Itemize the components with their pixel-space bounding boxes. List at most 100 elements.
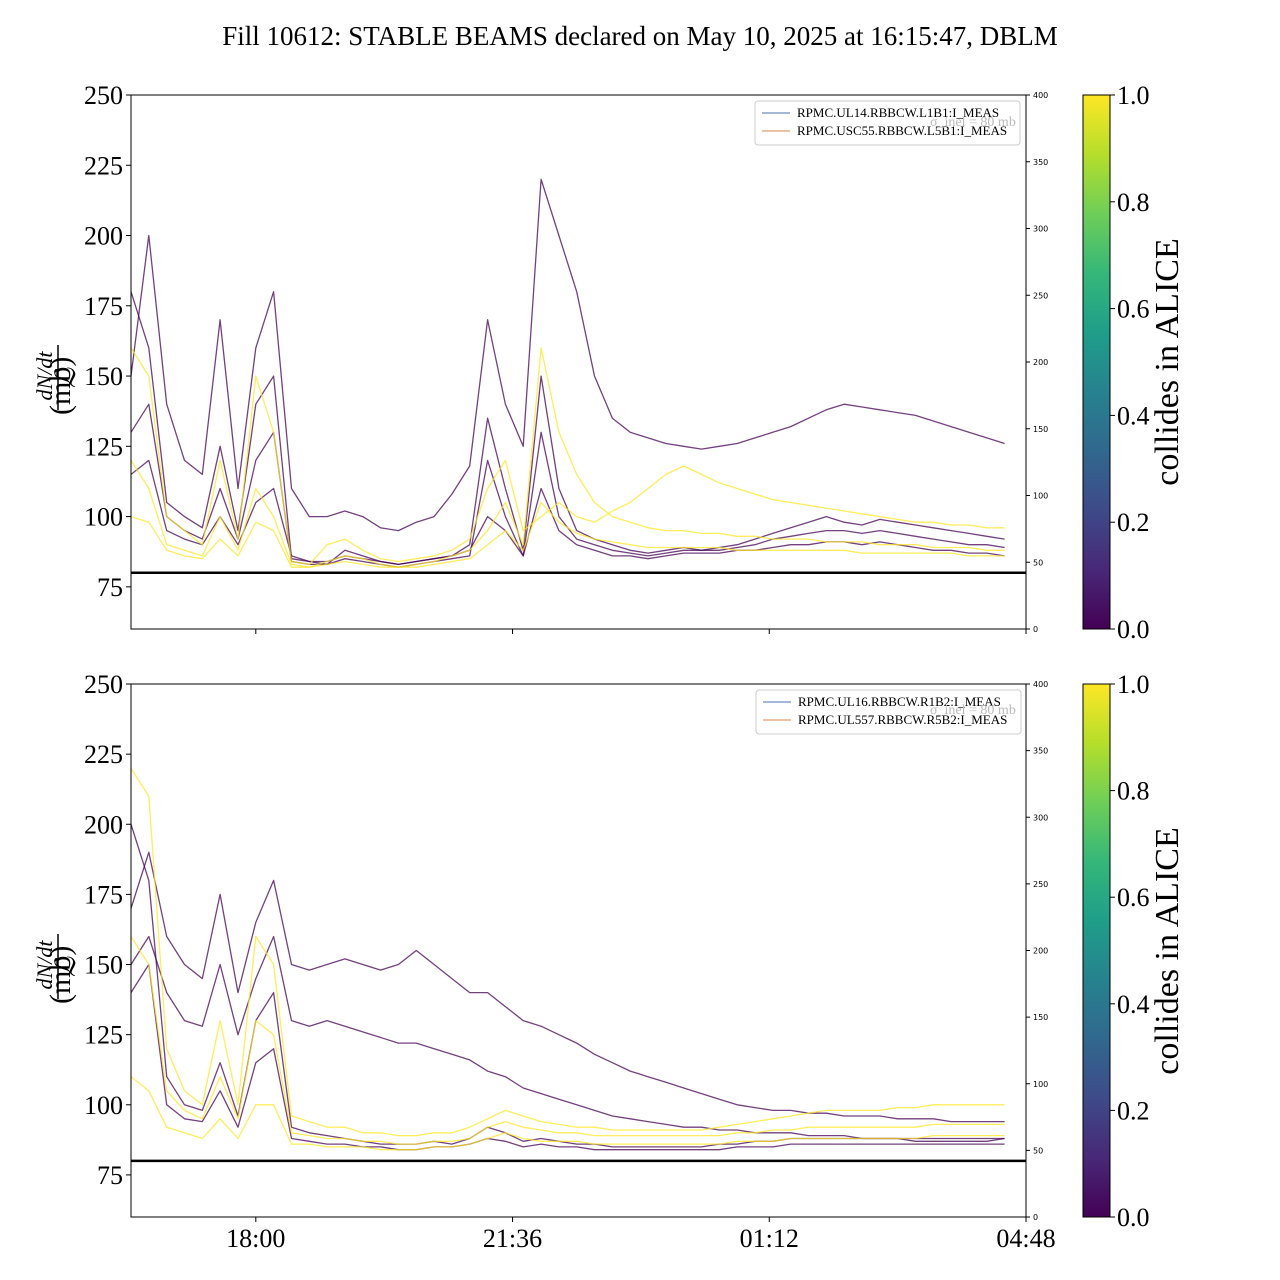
bot-xtick-label-2: 01:12 [740, 1224, 799, 1253]
bottom-colorbar: 0.0 0.2 0.4 0.6 0.8 1.0 collides in ALICE [1082, 670, 1186, 1232]
bottom-y-axis: 75 100 125 150 175 200 225 250 [84, 670, 131, 1190]
chart-title: Fill 10612: STABLE BEAMS declared on May… [222, 21, 1058, 51]
bot-ytick-label-0: 75 [97, 1161, 123, 1190]
bot-ytick-label-3: 150 [84, 951, 123, 980]
bot-series-line-4 [131, 767, 1005, 1137]
top-panel: 75 100 125 150 175 200 225 250 0 50 100 150 200 250 3… [32, 81, 1048, 634]
top-rtick-label-8: 400 [1033, 91, 1048, 100]
bot-cbtick-label-2: 0.4 [1117, 990, 1150, 1019]
top-y-axis-label: (mb) dN/dt ℒ [32, 345, 82, 415]
top-secondary-axis: 0 50 100 150 200 250 300 350 400 [1026, 91, 1048, 634]
bot-series-line-6 [131, 1076, 1005, 1151]
bottom-panel: 75 100 125 150 175 200 225 250 0 50 100 150 200 250 3… [32, 670, 1056, 1253]
bot-rtick-label-4: 200 [1033, 947, 1048, 956]
top-ylabel-unit: (mb) [44, 357, 77, 415]
bot-xtick-label-3: 04:48 [996, 1224, 1055, 1253]
top-cbtick-label-0: 0.0 [1117, 615, 1150, 644]
bot-cbtick-label-1: 0.2 [1117, 1096, 1150, 1125]
top-rtick-label-6: 300 [1033, 225, 1048, 234]
top-colorbar-label: collides in ALICE [1149, 238, 1186, 485]
top-cbtick-label-1: 0.2 [1117, 508, 1150, 537]
top-series-line-5 [131, 347, 1005, 568]
bot-rtick-label-5: 250 [1033, 880, 1048, 889]
top-cbtick-label-4: 0.8 [1117, 188, 1150, 217]
bot-ytick-label-1: 100 [84, 1091, 123, 1120]
top-rtick-label-3: 150 [1033, 425, 1048, 434]
bot-cbtick-label-4: 0.8 [1117, 777, 1150, 806]
bot-rtick-label-7: 350 [1033, 747, 1048, 756]
top-ytick-label-7: 250 [84, 81, 123, 110]
top-rtick-label-1: 50 [1033, 558, 1043, 567]
top-series-line-2 [131, 459, 1005, 566]
top-series-line-3 [131, 178, 1005, 532]
bottom-legend: RPMC.UL16.RBBCW.R1B2:I_MEAS RPMC.UL557.R… [755, 689, 1022, 735]
top-colorbar-gradient [1082, 94, 1111, 630]
bot-ytick-label-5: 200 [84, 810, 123, 839]
bot-cbtick-label-5: 1.0 [1117, 670, 1150, 699]
bot-cbtick-label-0: 0.0 [1117, 1203, 1150, 1232]
top-series-line-4 [131, 347, 1005, 566]
bottom-colorbar-label: collides in ALICE [1149, 827, 1186, 1074]
bottom-ylabel-unit: (mb) [44, 946, 77, 1004]
top-rtick-label-7: 350 [1033, 158, 1048, 167]
top-cbtick-label-2: 0.4 [1117, 401, 1150, 430]
bot-rtick-label-0: 0 [1033, 1213, 1038, 1222]
bot-series-line-5 [131, 936, 1005, 1145]
top-legend: RPMC.UL14.RBBCW.L1B1:I_MEAS RPMC.USC55.R… [754, 100, 1021, 146]
bottom-legend-entry-1: RPMC.UL16.RBBCW.R1B2:I_MEAS [798, 694, 1001, 709]
top-ytick-label-3: 150 [84, 362, 123, 391]
bot-series-line-0 [131, 824, 1005, 1148]
bot-rtick-label-2: 100 [1033, 1080, 1048, 1089]
top-series-line-0 [131, 291, 1005, 566]
top-colorbar: 0.0 0.2 0.4 0.6 0.8 1.0 collides in ALICE [1082, 81, 1186, 644]
top-cbtick-label-3: 0.6 [1117, 295, 1150, 324]
top-threshold-annotation: σ_inel = 80 mb [930, 115, 1016, 130]
bot-rtick-label-1: 50 [1033, 1146, 1043, 1155]
bot-ytick-label-7: 250 [84, 670, 123, 699]
top-rtick-label-0: 0 [1033, 625, 1038, 634]
bottom-legend-box [755, 689, 1022, 735]
bot-ytick-label-4: 175 [84, 880, 123, 909]
top-ytick-label-2: 125 [84, 432, 123, 461]
bot-rtick-label-6: 300 [1033, 813, 1048, 822]
bottom-y-axis-label: (mb) dN/dt ℒ [32, 934, 82, 1004]
bot-xtick-label-1: 21:36 [483, 1224, 542, 1253]
bot-xtick-label-0: 18:00 [226, 1224, 285, 1253]
top-rtick-label-4: 200 [1033, 358, 1048, 367]
top-series-line-6 [131, 501, 1005, 568]
bottom-series-group [131, 767, 1005, 1151]
top-y-axis: 75 100 125 150 175 200 225 250 [84, 81, 131, 602]
bottom-secondary-axis: 0 50 100 150 200 250 300 350 400 [1026, 680, 1048, 1222]
bottom-colorbar-gradient [1082, 683, 1111, 1218]
top-legend-box [754, 100, 1021, 146]
bottom-colorbar-ticks: 0.0 0.2 0.4 0.6 0.8 1.0 [1110, 670, 1150, 1232]
bot-cbtick-label-3: 0.6 [1117, 883, 1150, 912]
bot-ytick-label-6: 225 [84, 740, 123, 769]
bot-ytick-label-2: 125 [84, 1021, 123, 1050]
bot-rtick-label-8: 400 [1033, 680, 1048, 689]
top-ytick-label-6: 225 [84, 151, 123, 180]
top-ylabel-denominator: ℒ [51, 367, 82, 388]
bottom-legend-entry-2: RPMC.UL557.RBBCW.R5B2:I_MEAS [798, 712, 1007, 727]
bottom-threshold-annotation: σ_inel = 80 mb [930, 703, 1016, 718]
bot-series-line-1 [131, 963, 1005, 1151]
top-legend-entry-2: RPMC.USC55.RBBCW.L5B1:I_MEAS [797, 123, 1007, 138]
top-rtick-label-2: 100 [1033, 492, 1048, 501]
bot-series-line-3 [131, 935, 1005, 1140]
bot-series-line-2 [131, 851, 1005, 1123]
top-cbtick-label-5: 1.0 [1117, 81, 1150, 110]
top-ytick-label-1: 100 [84, 503, 123, 532]
top-ytick-label-4: 175 [84, 292, 123, 321]
top-x-axis [255, 629, 1027, 634]
bottom-ylabel-denominator: ℒ [51, 956, 82, 977]
bot-rtick-label-3: 150 [1033, 1013, 1048, 1022]
bottom-x-axis: 18:00 21:36 01:12 04:48 [226, 1217, 1056, 1253]
top-ytick-label-0: 75 [97, 573, 123, 602]
top-series-group [131, 178, 1005, 568]
top-plot-frame [130, 94, 1027, 630]
top-rtick-label-5: 250 [1033, 291, 1048, 300]
top-colorbar-ticks: 0.0 0.2 0.4 0.6 0.8 1.0 [1110, 81, 1150, 644]
top-ytick-label-5: 200 [84, 222, 123, 251]
top-ylabel-numerator: dN/dt [32, 351, 57, 401]
